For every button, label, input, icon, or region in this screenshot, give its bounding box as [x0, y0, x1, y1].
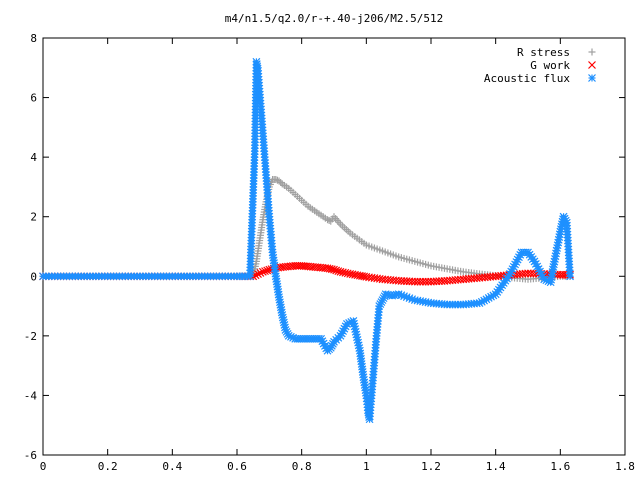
y-tick-label: 0 [30, 270, 37, 283]
y-tick-label: -6 [24, 449, 37, 462]
y-tick-label: 2 [30, 211, 37, 224]
data-point [263, 266, 272, 275]
x-tick-label: 0 [40, 460, 47, 473]
x-tick-label: 1.4 [486, 460, 506, 473]
chart-title: m4/n1.5/q2.0/r-+.40-j206/M2.5/512 [225, 12, 444, 25]
data-point [277, 178, 285, 186]
data-point [341, 268, 350, 277]
data-point [330, 265, 338, 274]
x-tick-label: 0.2 [98, 460, 118, 473]
data-point [325, 216, 333, 224]
data-point [261, 267, 269, 276]
legend-marker [588, 61, 596, 69]
x-tick-label: 1.6 [550, 460, 570, 473]
legend-label: G work [530, 59, 570, 72]
plot-frame [42, 37, 626, 456]
data-point [258, 267, 267, 276]
data-point [275, 177, 283, 185]
x-tick-label: 0.8 [292, 460, 312, 473]
y-tick-label: -4 [24, 389, 38, 402]
legend-marker [588, 74, 596, 82]
tick-labels: 0 0.2 0.4 0.6 0.8 1 1.2 1.4 1.6 1.8 -6 -4 -2 0 2 4 6 8 [24, 32, 635, 473]
y-tick-label: 8 [30, 32, 37, 45]
data-point [272, 175, 280, 183]
legend-label: Acoustic flux [484, 72, 570, 85]
axis-ticks [42, 37, 626, 456]
y-tick-label: 4 [30, 151, 37, 164]
data-point [336, 267, 345, 276]
data-point [338, 268, 347, 277]
y-tick-label: -2 [24, 330, 37, 343]
x-tick-label: 0.6 [227, 460, 247, 473]
data-point [254, 270, 262, 278]
x-tick-label: 1.2 [421, 460, 441, 473]
series-acoustic-flux [39, 57, 574, 424]
data-point [256, 269, 265, 277]
x-tick-label: 1 [363, 460, 370, 473]
series-layer [39, 57, 574, 424]
data-point [332, 266, 341, 275]
data-point [513, 255, 522, 264]
data-point [334, 267, 343, 276]
x-tick-label: 1.8 [615, 460, 635, 473]
data-point [566, 272, 574, 281]
y-tick-label: 6 [30, 92, 37, 105]
legend-marker [588, 48, 596, 56]
legend-label: R stress [517, 46, 570, 59]
x-tick-label: 0.4 [162, 460, 182, 473]
data-point [324, 216, 332, 224]
